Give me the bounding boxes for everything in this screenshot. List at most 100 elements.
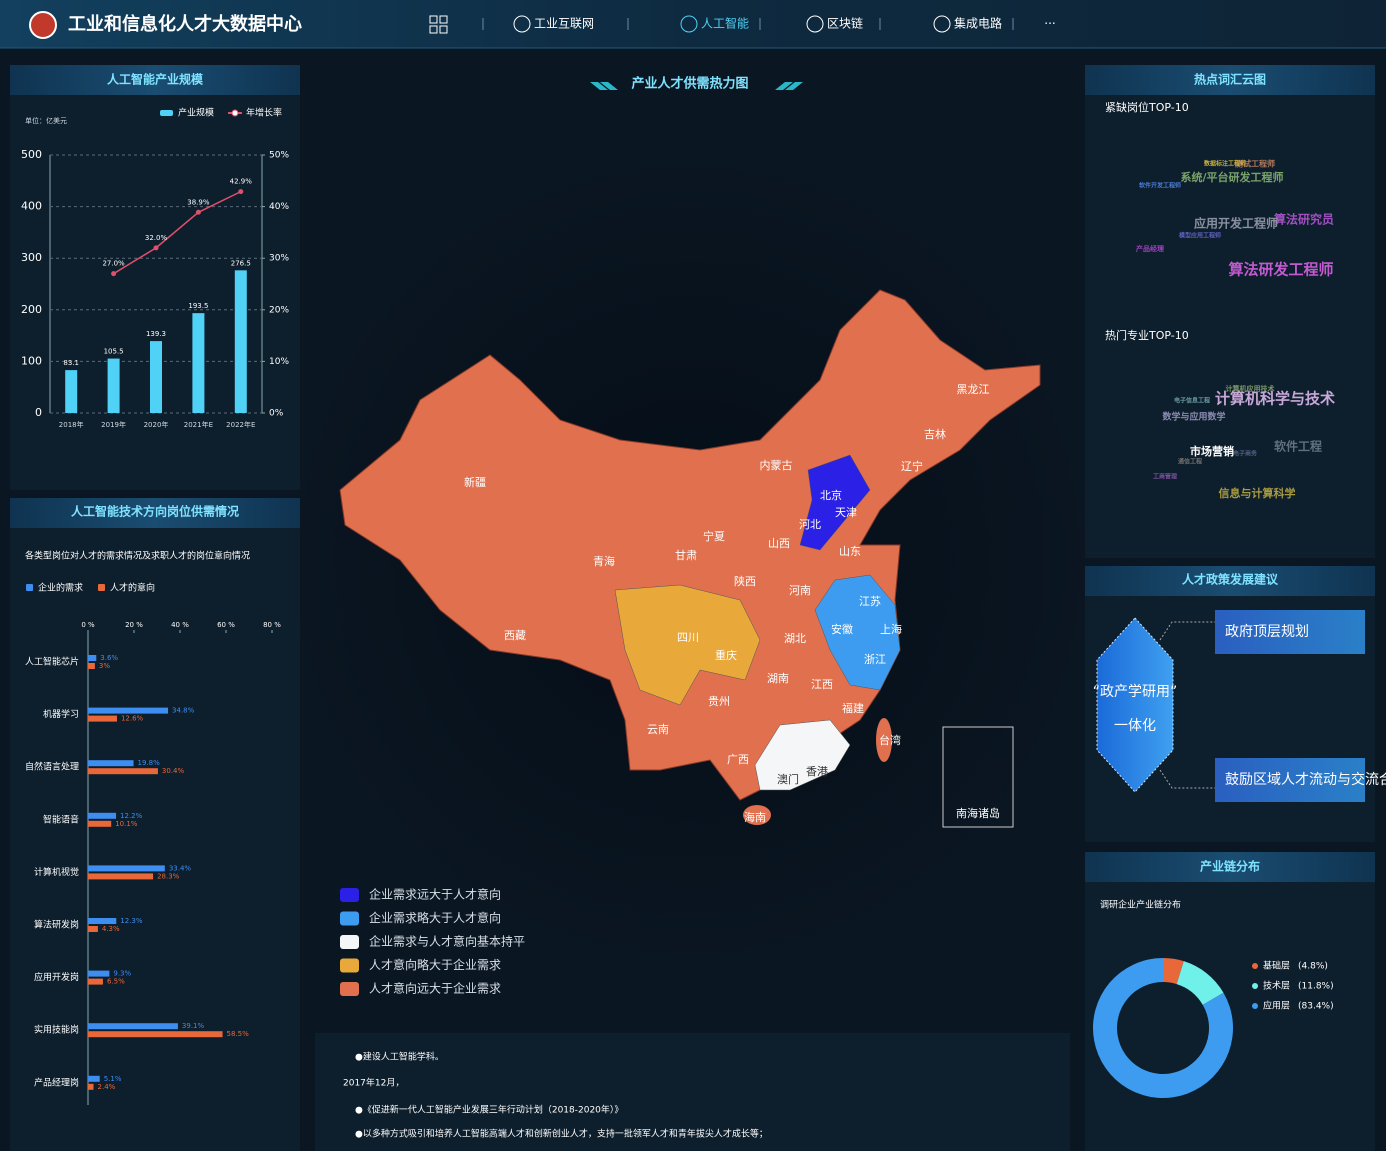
y2-tick-label: 10% [269,357,289,367]
wordcloud-heading: 热门专业TOP-10 [1105,328,1189,342]
bar [88,1023,178,1030]
nav-grid-icon[interactable] [429,15,448,34]
word: 电子商务 [1233,450,1258,458]
region-label: 浙江 [864,653,886,666]
word: 市场营销 [1190,444,1234,458]
line-point [153,245,159,251]
word: 信息与计算科学 [1219,486,1296,500]
data-label: 4.3% [102,925,120,933]
wordcloud-heading: 紧缺岗位TOP-10 [1105,100,1189,114]
x-tick-label: 2020年 [144,420,169,429]
y2-tick-label: 20% [269,305,289,315]
word: 计算机应用技术 [1226,384,1275,393]
y-tick-label: 人工智能芯片 [25,656,79,668]
data-label: 58.5% [227,1030,250,1038]
bar [88,1075,100,1082]
word: 工商管理 [1153,473,1177,481]
policy-center: 一体化 [1114,718,1156,734]
nav-item[interactable]: 区块链 [827,16,863,31]
nav-item[interactable]: 集成电路 [954,16,1002,31]
site-title: 工业和信息化人才大数据中心 [68,13,302,35]
legend-label: 人才的意向 [110,582,155,594]
panel-title: 产业链分布 [1200,859,1260,874]
legend-label: 产业规模 [178,107,214,119]
y2-tick-label: 0% [269,409,284,419]
region-fill [799,454,871,551]
panel-title: 人工智能产业规模 [107,72,204,87]
data-label: 30.4% [162,767,185,775]
region-label: 贵州 [708,695,730,708]
legend-swatch [340,982,359,996]
policy-item: 政府顶层规划 [1225,624,1309,640]
x-tick-label: 2018年 [59,420,84,429]
nav-icon [806,15,824,33]
word: 测试工程师 [1235,159,1275,169]
data-label: 34.8% [172,707,195,715]
nav-item[interactable]: 工业互联网 [534,17,594,31]
map-regions [614,454,901,791]
word: 应用开发工程师 [1194,216,1278,231]
nav-item[interactable]: 人工智能 [701,16,749,31]
bar [88,926,98,932]
x-tick-label: 80 % [263,621,281,629]
y-tick-label: 计算机视觉 [34,866,79,878]
region-label: 吉林 [924,427,946,441]
region-label: 内蒙古 [760,458,793,472]
legend-value: (11.8%) [1298,982,1334,992]
y2-tick-label: 50% [269,151,289,161]
y-tick-label: 100 [21,354,42,367]
region-label: 陕西 [734,574,756,588]
panel-title: 人才政策发展建议 [1182,572,1279,587]
header-bar [0,0,1386,48]
line [113,190,242,275]
legend-label: 技术层 [1263,980,1290,992]
region-fill [614,584,761,706]
data-label: 33.4% [169,864,192,872]
x-tick-label: 2021年E [184,420,213,429]
word: 通信工程 [1178,458,1202,466]
bar [234,270,247,413]
word: 算法研发工程师 [1228,261,1333,279]
bar [88,1031,223,1038]
note: 2017年12月， [343,1077,404,1089]
map-title-deco [590,82,803,90]
bar [88,978,103,985]
map-title: 产业人才供需热力图 [631,76,748,92]
word: 算法研究员 [1274,212,1334,227]
region-label: 广西 [727,753,749,766]
y-tick-label: 应用开发岗 [34,971,79,983]
region-label: 台湾 [879,733,901,747]
nav-item[interactable]: ··· [1044,17,1055,31]
legend-swatch [26,584,33,591]
bar [88,768,158,775]
word: 模型应用工程师 [1179,232,1221,240]
chart-subtitle: 调研企业产业链分布 [1100,899,1181,911]
y-tick-label: 算法研发岗 [34,919,79,931]
legend-swatch [340,958,359,973]
region-fill [814,574,901,691]
y2-tick-label: 30% [269,254,289,264]
x-tick-label: 60 % [217,621,235,629]
legend-value: (4.8%) [1298,962,1328,972]
bar [88,1083,94,1090]
region-label: 江苏 [859,595,881,608]
nav-icon [680,15,698,33]
legend-label: 人才意向远大于企业需求 [369,981,501,996]
region-label: 北京 [820,488,842,502]
region-label: 河南 [789,584,811,597]
data-label: 2.4% [98,1083,116,1091]
legend-swatch [1252,983,1258,989]
data-label: 12.2% [120,812,143,820]
note: ●《促进新一代人工智能产业发展三年行动计划（2018-2020年）》 [355,1104,623,1116]
policy-center: “政产学研用” [1093,684,1178,700]
y-tick-label: 300 [21,251,42,264]
bar [88,663,95,669]
data-label: 193.5 [188,302,208,310]
bar [107,358,120,413]
region-fill [754,719,851,791]
data-label: 12.3% [120,917,143,925]
legend-swatch [1252,1003,1258,1009]
line-point [111,271,117,277]
y-tick-label: 机器学习 [43,708,79,720]
